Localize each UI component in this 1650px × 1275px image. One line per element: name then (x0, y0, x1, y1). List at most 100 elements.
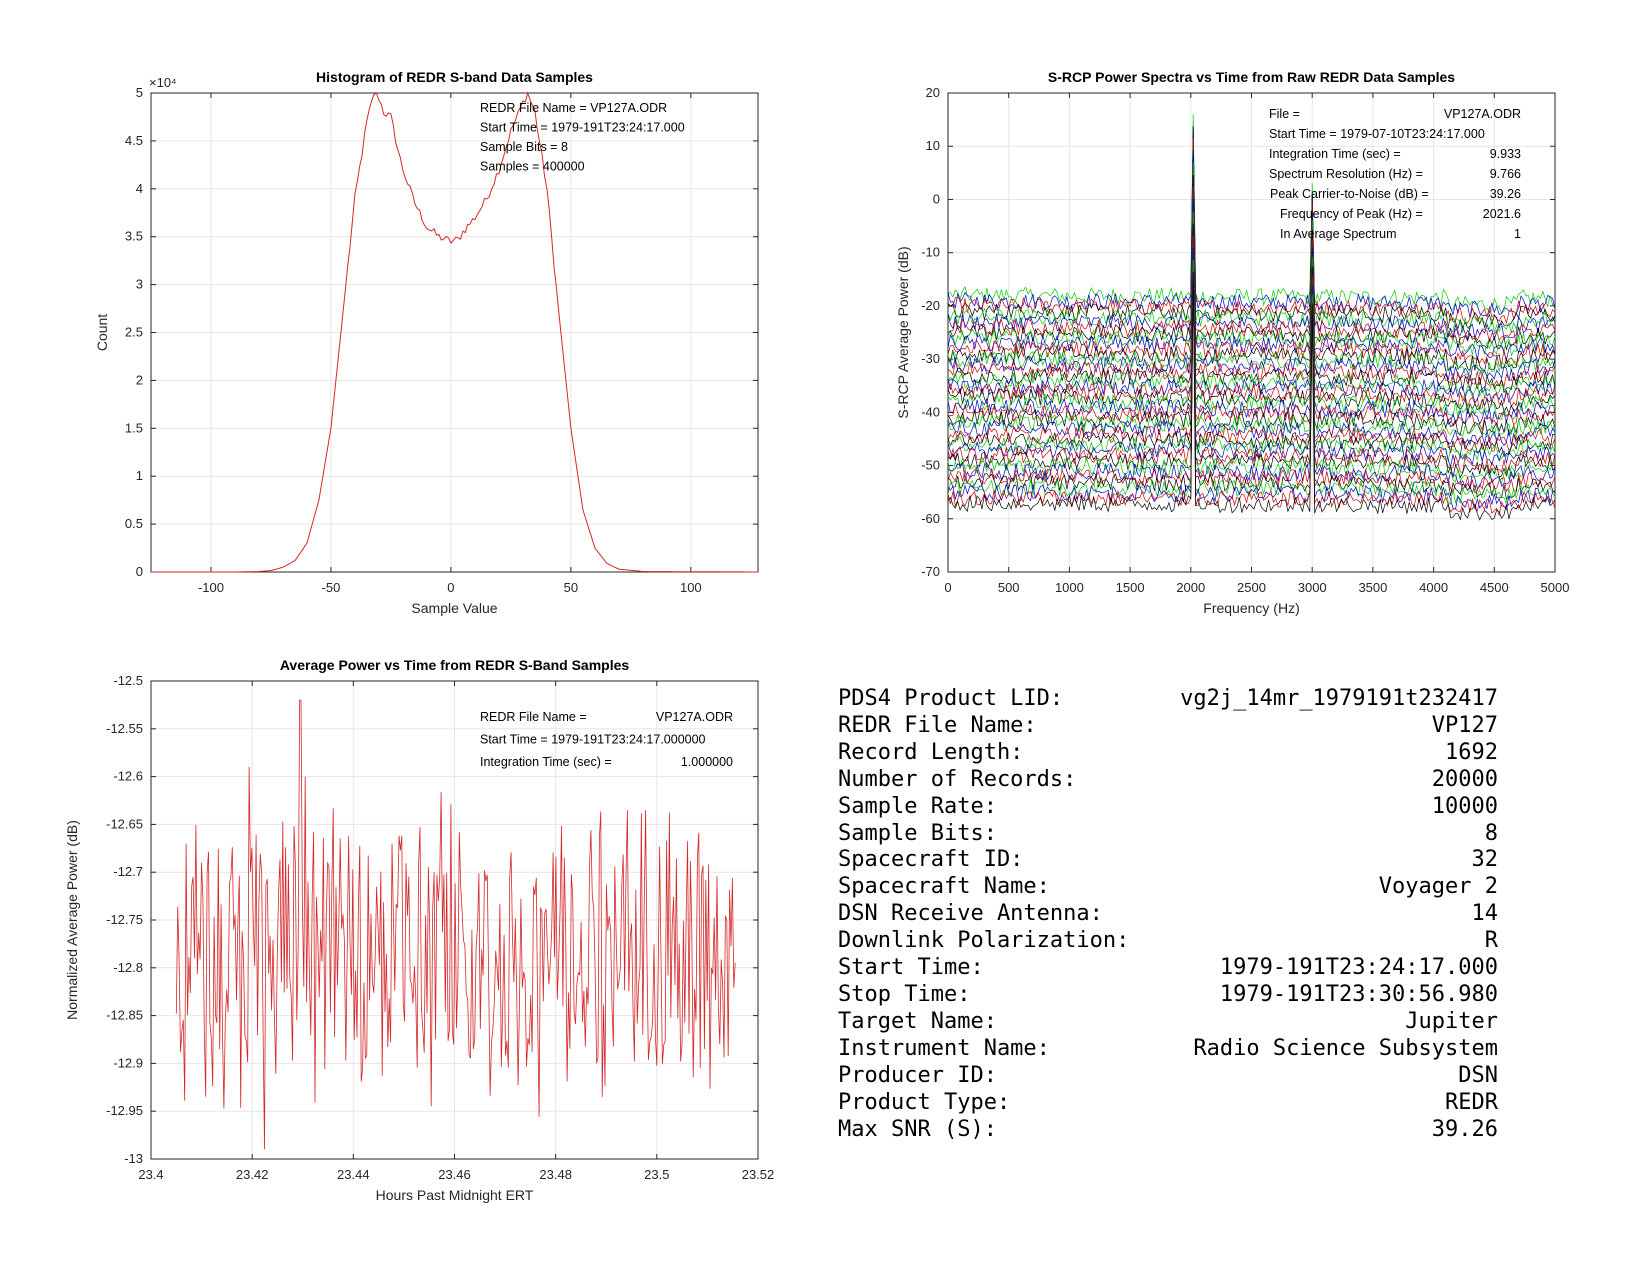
y-tick-label: 1.5 (125, 420, 143, 435)
spectrum-trace (947, 162, 1556, 367)
annotation-value: 9.933 (1490, 147, 1521, 161)
annotation-value: VP127A.ODR (656, 710, 733, 724)
spectrum-trace (947, 223, 1556, 437)
y-tick-label: -30 (921, 351, 940, 366)
spectrum-trace (947, 235, 1556, 474)
spectrum-trace (947, 223, 1556, 458)
axes-box (947, 92, 1556, 573)
info-label: Sample Rate: (838, 793, 997, 819)
y-tick-label: -70 (921, 564, 940, 579)
spectrum-trace (947, 199, 1556, 404)
annotation-text: Start Time = 1979-191T23:24:17.000 (480, 121, 685, 135)
x-tick-label: 1000 (1055, 580, 1084, 595)
spectrum-trace (947, 235, 1556, 452)
average-power-chart: 23.4 23.42 23.44 23.46 23.48 23.5 23.52 -13 -12.… (64, 657, 774, 1203)
info-value: 20000 (1431, 766, 1498, 792)
spectrum-trace (947, 247, 1556, 479)
info-label: Spacecraft ID: (838, 847, 1024, 873)
y-tick-label: -50 (921, 458, 940, 473)
info-row: Instrument Name: Radio Science Subsystem (838, 1036, 1498, 1063)
y-tick-label: 4.5 (125, 133, 143, 148)
info-label: REDR File Name: (838, 712, 1037, 738)
spectrum-trace (947, 235, 1556, 462)
axes-box (150, 92, 759, 573)
x-tick-label: 2500 (1237, 580, 1266, 595)
info-value: Jupiter (1405, 1008, 1498, 1034)
y-tick-label: 0 (933, 191, 940, 206)
x-axis-label: Frequency (Hz) (1203, 600, 1299, 616)
info-value: 10000 (1431, 793, 1498, 819)
y-tick-label: -40 (921, 404, 940, 419)
y-tick-label: -20 (921, 298, 940, 313)
x-tick-label: -100 (198, 580, 224, 595)
y-tick-label: -13 (124, 1151, 143, 1166)
spectrum-trace (947, 272, 1556, 521)
info-value: DSN (1458, 1062, 1498, 1088)
y-tick-label: -12.95 (106, 1103, 143, 1118)
x-tick-label: 100 (680, 580, 702, 595)
x-axis-label: Hours Past Midnight ERT (376, 1187, 534, 1203)
info-value: 1979-191T23:24:17.000 (1219, 955, 1498, 981)
spectrum-trace (947, 247, 1556, 469)
histogram-chart: -100 -50 0 50 100 0 0.5 1 1.5 2 2.5 3 3.5 4 4.5 5 Histog… (94, 69, 759, 616)
annotation-label: Spectrum Resolution (Hz) = (1269, 167, 1423, 181)
info-value: 8 (1484, 820, 1498, 846)
info-label: PDS4 Product LID: (838, 686, 1064, 711)
y-tick-label: 20 (926, 85, 940, 100)
x-tick-label: 4000 (1419, 580, 1448, 595)
annotation-label: Frequency of Peak (Hz) = (1280, 207, 1423, 221)
spectrum-trace (947, 150, 1556, 351)
power-spectra-chart: 0 500 1000 1500 2000 2500 3000 3500 4000 4500 5000… (895, 69, 1569, 616)
info-label: DSN Receive Antenna: (838, 901, 1103, 927)
annotation-text: Sample Bits = 8 (480, 140, 568, 154)
x-tick-label: 2000 (1176, 580, 1205, 595)
y-tick-label: -12.8 (113, 960, 143, 975)
spectrum-trace (947, 138, 1556, 325)
info-value: 14 (1471, 901, 1499, 927)
average-power-line (175, 699, 736, 1150)
info-row: Spacecraft Name: Voyager 2 (838, 874, 1498, 901)
info-row: Spacecraft ID: 32 (838, 847, 1498, 874)
y-tick-label: -60 (921, 511, 940, 526)
y-axis-label: Count (94, 314, 110, 351)
info-row: Downlink Polarization: R (838, 928, 1498, 955)
x-tick-label: 23.48 (539, 1167, 572, 1182)
info-value: vg2j_14mr_1979191t232417 (1180, 686, 1498, 711)
spectrum-trace (947, 272, 1556, 501)
x-tick-label: 23.4 (138, 1167, 163, 1182)
x-tick-label: 23.5 (644, 1167, 669, 1182)
info-label: Stop Time: (838, 981, 971, 1007)
spectrum-trace (947, 247, 1556, 490)
x-tick-label: -50 (322, 580, 341, 595)
spectrum-trace (947, 272, 1556, 511)
y-tick-label: 4 (136, 181, 143, 196)
annotation-label: REDR File Name = (480, 710, 587, 724)
info-row: Start Time: 1979-191T23:24:17.000 (838, 955, 1498, 982)
info-label: Sample Bits: (838, 820, 997, 846)
y-tick-label: -12.75 (106, 912, 143, 927)
info-value: 32 (1471, 847, 1499, 873)
y-axis-label: S-RCP Average Power (dB) (895, 246, 911, 418)
info-label: Product Type: (838, 1089, 1011, 1115)
x-tick-label: 4500 (1480, 580, 1509, 595)
info-row: Producer ID: DSN (838, 1063, 1498, 1090)
y-tick-label: -12.7 (113, 864, 143, 879)
info-label: Record Length: (838, 739, 1024, 765)
annotation-value: 9.766 (1490, 167, 1521, 181)
info-value: 39.26 (1431, 1116, 1498, 1142)
chart-title: Average Power vs Time from REDR S-Band S… (280, 657, 630, 673)
annotation-label: Start Time = 1979-07-10T23:24:17.000 (1269, 127, 1485, 141)
y-tick-label: 2 (136, 372, 143, 387)
x-tick-label: 0 (944, 580, 951, 595)
x-tick-label: 3000 (1298, 580, 1327, 595)
annotation-label: File = (1269, 107, 1300, 121)
y-tick-label: 3.5 (125, 229, 143, 244)
info-row: Target Name: Jupiter (838, 1009, 1498, 1036)
annotation-label: Peak Carrier-to-Noise (dB) = (1270, 187, 1429, 201)
y-tick-label: -12.5 (113, 673, 143, 688)
info-value: Radio Science Subsystem (1193, 1035, 1498, 1061)
spectrum-trace (947, 126, 1556, 318)
spectrum-trace (947, 126, 1556, 330)
info-label: Max SNR (S): (838, 1116, 997, 1142)
spectrum-trace (947, 174, 1556, 372)
